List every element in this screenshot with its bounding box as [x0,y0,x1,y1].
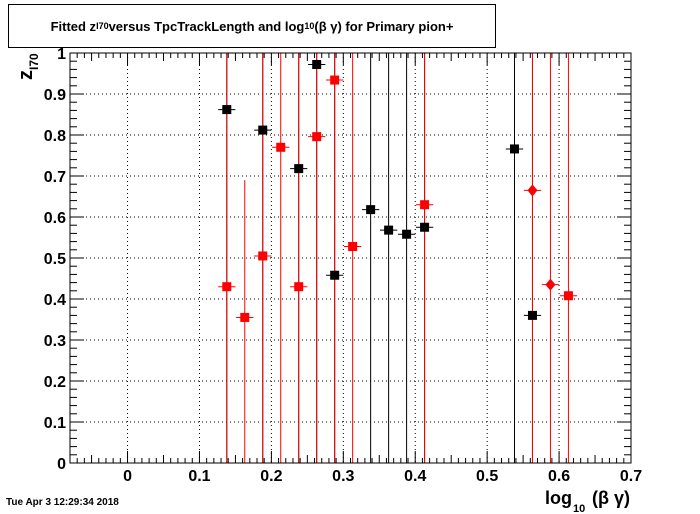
data-points [222,59,573,322]
timestamp: Tue Apr 3 12:29:34 2018 [6,497,119,508]
y-tick-label: 0.7 [44,169,66,186]
x-axis-title-sub: 10 [573,503,585,514]
data-point-square [420,200,430,210]
data-point-square [276,142,286,152]
y-tick-label: 0.2 [44,374,66,391]
x-tick-label: 0.5 [476,468,498,485]
data-point-square [312,132,322,142]
data-point-square [527,310,537,320]
y-axis-title-sub: I70 [27,53,41,70]
title-part-3: (β γ) for Primary pion+ [314,18,454,34]
data-point-square [420,222,430,232]
axes-frame [69,52,632,464]
x-tick-label: 0.2 [260,468,282,485]
y-axis-title-main: z [15,70,37,80]
y-tick-label: 0.4 [44,292,66,309]
data-point-square [294,164,304,174]
x-axis-title-rest: (β γ) [592,488,630,508]
y-tick-label: 0.9 [44,87,66,104]
data-point-diamond [545,278,556,291]
y-tick-label: 0.5 [44,251,66,268]
y-tick-label: 0.1 [44,415,66,432]
y-tick-label: 0 [57,456,66,473]
x-axis-title: log 10 (β γ) [545,488,630,514]
y-axis-title: z I70 [15,53,41,80]
data-point-square [240,312,250,322]
x-tick-label: 0.3 [332,468,354,485]
data-point-square [366,205,376,215]
data-point-square [330,75,340,85]
title-part-2: versus TpcTrackLength and log [108,18,305,34]
data-point-square [348,242,358,252]
x-tick-label: 0.7 [620,468,642,485]
data-point-square [509,144,519,154]
x-tick-label: 0.6 [548,468,570,485]
data-point-square [258,251,268,261]
x-tick-label: 0.4 [404,468,426,485]
y-tick-label: 0.6 [44,210,66,227]
y-tick-label: 0.8 [44,128,66,145]
chart-title: Fitted z I70 versus TpcTrackLength and lo… [8,4,496,48]
tick-labels: 0 0.1 0.2 0.3 0.4 0.5 0.6 0.7 0 0.1 0.2 0.3 0.4 0.5 0.… [44,46,642,485]
data-point-square [402,229,412,239]
data-point-square [222,105,232,115]
data-point-diamond [527,184,538,197]
data-point-square [294,282,304,292]
grid [70,52,632,464]
data-point-square [330,270,340,280]
y-tick-label: 0.3 [44,333,66,350]
data-point-square [384,225,394,235]
x-tick-label: 0 [123,468,132,485]
data-point-square [258,125,268,135]
x-axis-title-main: log [545,488,572,508]
title-subscript-1: I70 [96,21,109,31]
title-part-1: Fitted z [50,18,97,34]
x-tick-label: 0.1 [188,468,210,485]
data-point-square [222,282,232,292]
data-point-square [563,291,573,301]
y-tick-label: 1 [57,46,66,63]
title-subscript-2: 10 [304,21,315,31]
error-bars [218,53,578,463]
data-point-square [312,59,322,69]
